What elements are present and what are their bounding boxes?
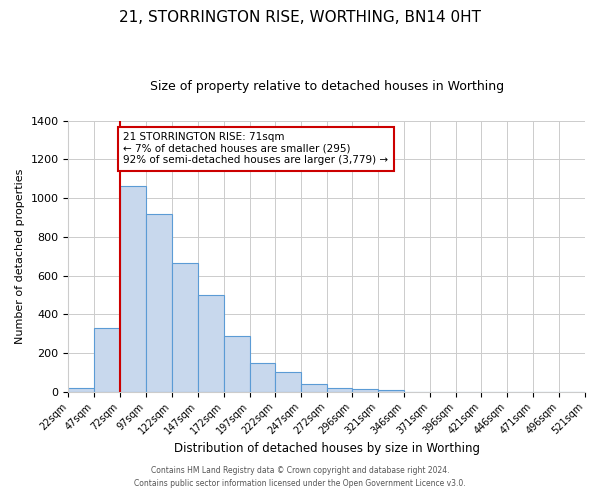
Bar [198,295,224,392]
Bar [352,389,378,392]
X-axis label: Distribution of detached houses by size in Worthing: Distribution of detached houses by size … [174,442,480,455]
Bar [94,328,120,392]
Bar [301,384,327,392]
Bar [378,390,404,392]
Bar [120,186,146,392]
Y-axis label: Number of detached properties: Number of detached properties [15,168,25,344]
Bar [172,263,198,392]
Bar [327,388,352,392]
Text: Contains HM Land Registry data © Crown copyright and database right 2024.
Contai: Contains HM Land Registry data © Crown c… [134,466,466,487]
Bar [146,214,172,392]
Bar [250,362,275,392]
Bar [224,336,250,392]
Title: Size of property relative to detached houses in Worthing: Size of property relative to detached ho… [149,80,504,93]
Text: 21, STORRINGTON RISE, WORTHING, BN14 0HT: 21, STORRINGTON RISE, WORTHING, BN14 0HT [119,10,481,25]
Bar [275,372,301,392]
Text: 21 STORRINGTON RISE: 71sqm
← 7% of detached houses are smaller (295)
92% of semi: 21 STORRINGTON RISE: 71sqm ← 7% of detac… [123,132,388,166]
Bar [68,388,94,392]
